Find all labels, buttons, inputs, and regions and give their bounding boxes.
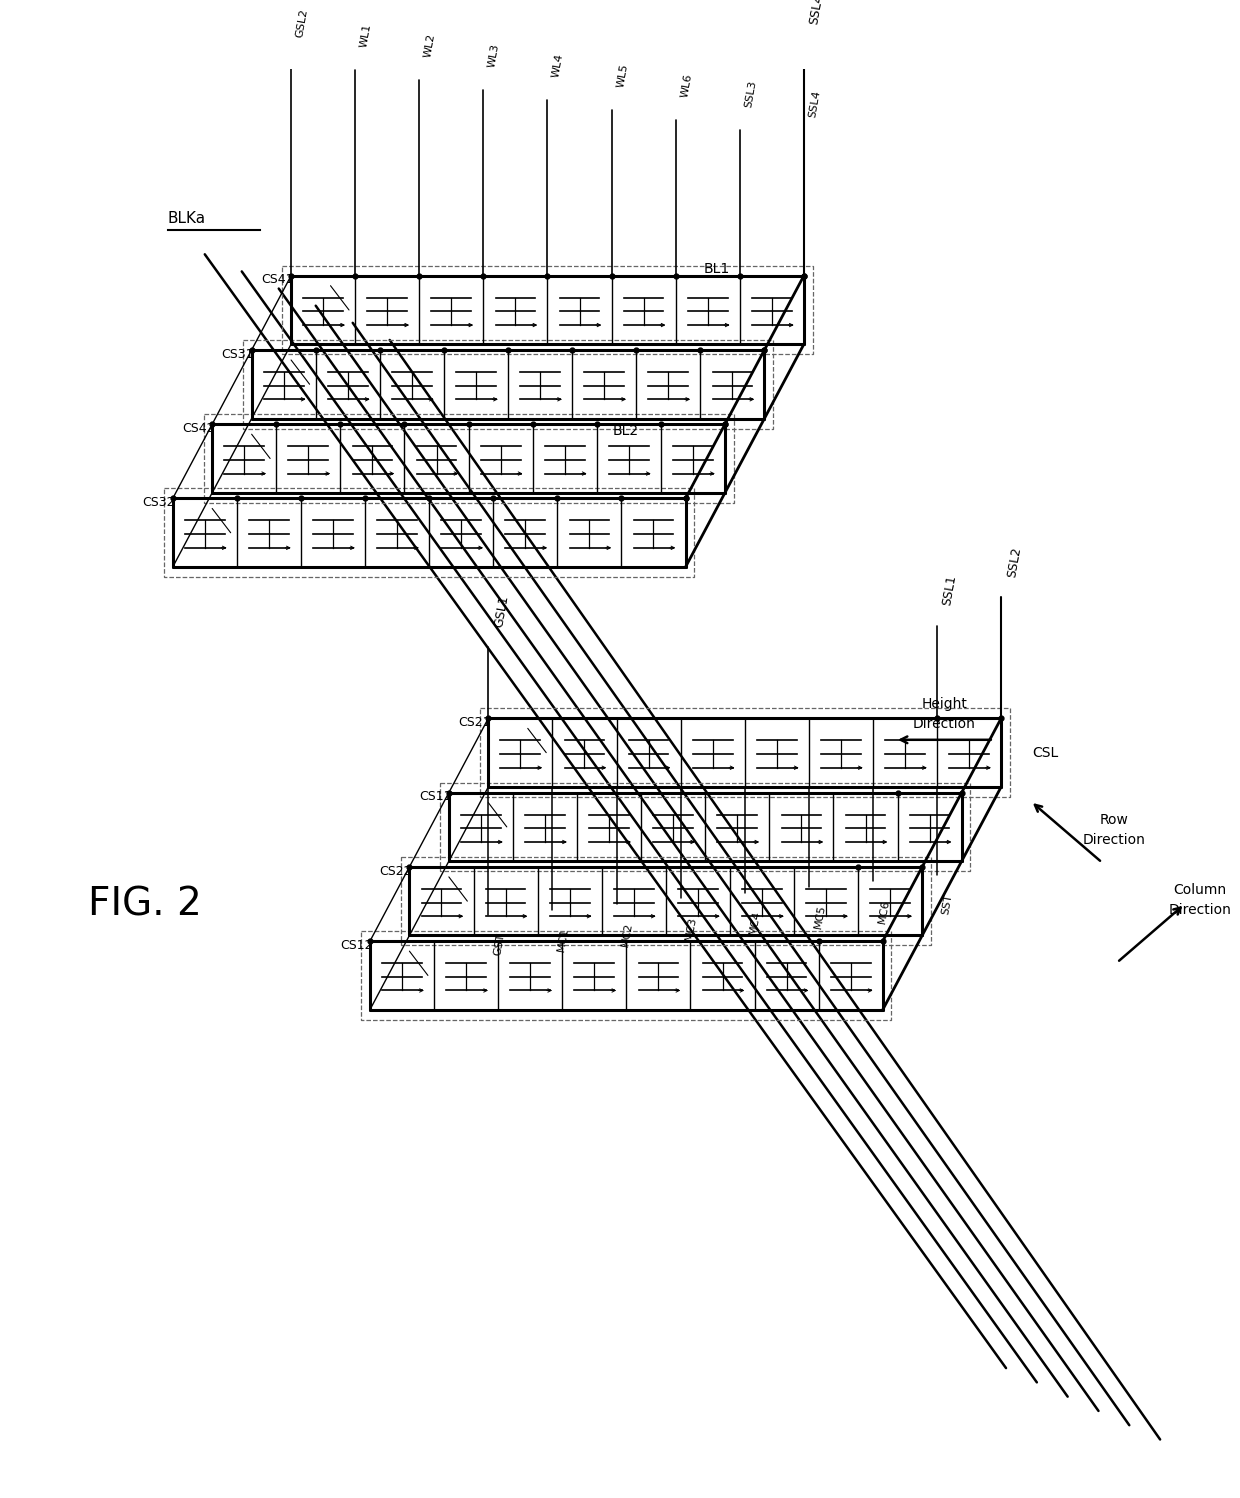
Text: CS12: CS12 [340, 939, 372, 951]
Text: BL2: BL2 [613, 424, 639, 439]
Text: SSL4: SSL4 [807, 90, 822, 118]
Text: Direction: Direction [1168, 903, 1231, 917]
Text: GSL2: GSL2 [295, 9, 310, 39]
Text: FIG. 2: FIG. 2 [88, 885, 201, 923]
Text: WL3: WL3 [487, 43, 501, 69]
Text: CS31: CS31 [222, 348, 254, 361]
Text: CS41: CS41 [262, 274, 294, 286]
Text: GSL1: GSL1 [492, 595, 511, 629]
Text: WL2: WL2 [423, 33, 436, 58]
Text: Direction: Direction [1083, 833, 1146, 846]
Text: SSL3: SSL3 [744, 79, 758, 109]
Text: WL6: WL6 [680, 73, 693, 99]
Text: WL5: WL5 [615, 63, 630, 88]
Text: GST: GST [492, 933, 506, 956]
Text: WL4: WL4 [551, 52, 565, 79]
Text: BL1: BL1 [703, 262, 730, 276]
Text: Row: Row [1100, 813, 1128, 827]
Text: CS22: CS22 [379, 864, 412, 878]
Text: Column: Column [1173, 882, 1226, 897]
Text: MC1: MC1 [556, 927, 570, 953]
Text: MC3: MC3 [684, 915, 698, 941]
Text: CSL: CSL [1032, 746, 1058, 759]
Text: CS42: CS42 [182, 422, 215, 434]
Text: Height: Height [921, 697, 967, 712]
Text: Direction: Direction [913, 718, 976, 731]
Text: SST: SST [941, 893, 955, 915]
Text: MC2: MC2 [620, 921, 635, 947]
Text: MC4: MC4 [749, 909, 763, 936]
Text: SSL4: SSL4 [807, 0, 826, 25]
Text: CS11: CS11 [419, 791, 451, 803]
Text: WL1: WL1 [358, 22, 373, 48]
Text: SSL2: SSL2 [1004, 545, 1023, 578]
Text: SSL1: SSL1 [941, 574, 959, 607]
Text: MC6: MC6 [877, 899, 890, 924]
Text: CS21: CS21 [459, 716, 491, 730]
Text: BLKa: BLKa [167, 211, 206, 226]
Text: MC5: MC5 [812, 903, 827, 930]
Text: CS32: CS32 [143, 496, 175, 509]
